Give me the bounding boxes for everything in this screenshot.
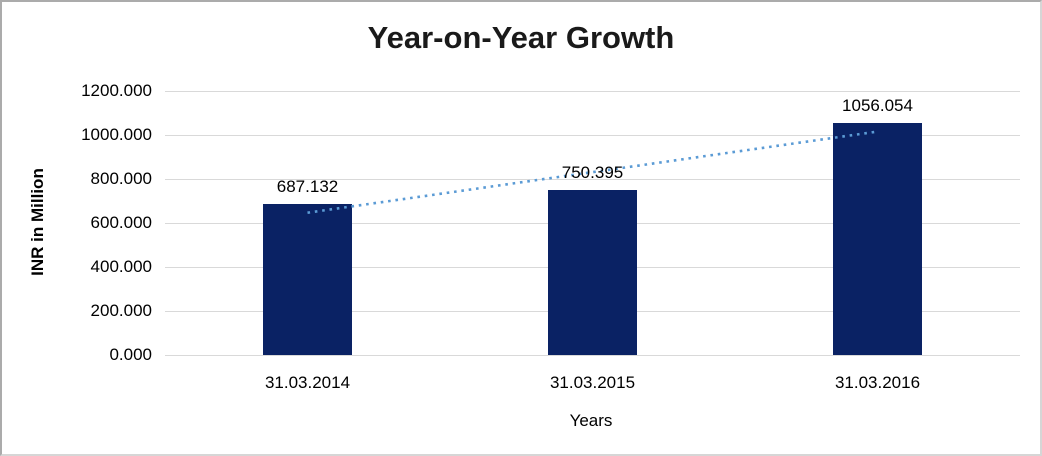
y-tick-label: 600.000 bbox=[90, 213, 152, 232]
x-tick-label: 31.03.2016 bbox=[834, 373, 921, 392]
y-tick-label: 0.000 bbox=[109, 345, 152, 364]
bar-data-label: 750.395 bbox=[561, 162, 624, 182]
bar-data-label: 1056.054 bbox=[842, 95, 913, 115]
chart-title: Year-on-Year Growth bbox=[367, 20, 675, 55]
gridline bbox=[165, 354, 1020, 356]
x-tick-label: 31.03.2014 bbox=[264, 373, 351, 392]
y-tick-label: 1200.000 bbox=[81, 81, 152, 100]
y-tick-label: 200.000 bbox=[90, 301, 152, 320]
bar-31.03.2016 bbox=[833, 122, 922, 355]
y-tick-label: 400.000 bbox=[90, 257, 152, 276]
y-tick-label: 1000.000 bbox=[81, 125, 152, 144]
bar-data-label: 687.132 bbox=[276, 176, 339, 196]
gridline bbox=[165, 90, 1020, 92]
x-axis-title: Years bbox=[569, 411, 613, 430]
x-tick-label: 31.03.2015 bbox=[549, 373, 636, 392]
y-tick-label: 800.000 bbox=[90, 169, 152, 188]
bar-31.03.2015 bbox=[548, 189, 637, 355]
bar-31.03.2014 bbox=[263, 203, 352, 355]
